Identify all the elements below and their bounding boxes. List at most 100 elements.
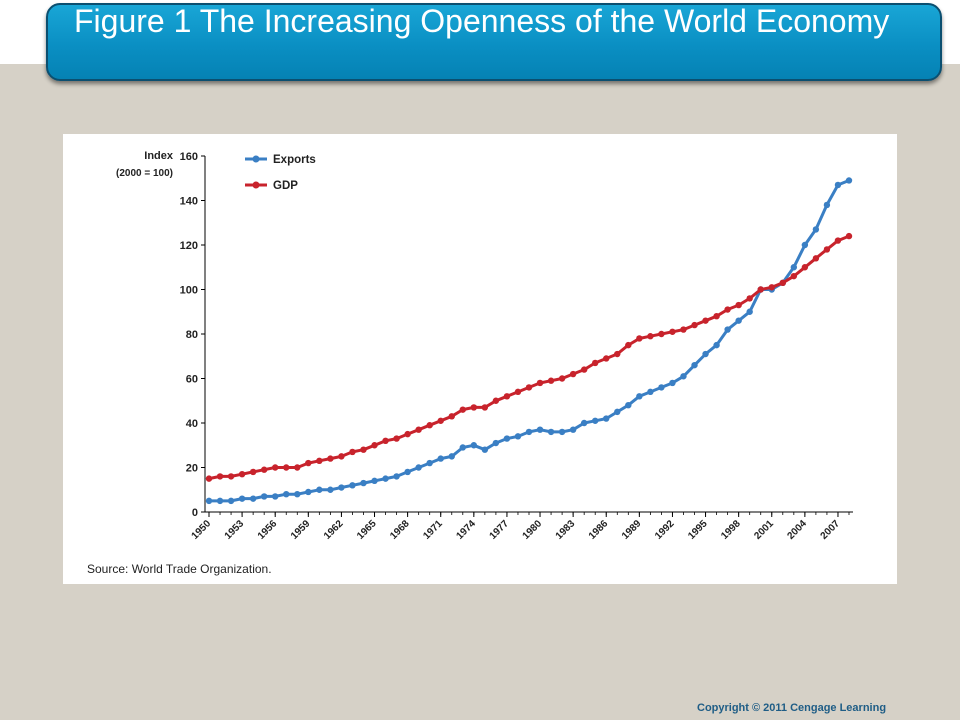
data-point-gdp [669,328,676,335]
data-point-exports [327,486,334,493]
data-point-gdp [238,470,246,478]
data-point-gdp [779,279,786,287]
data-point-exports [305,488,312,496]
data-point-gdp [680,326,687,333]
title-bar [46,3,942,81]
data-point-gdp [338,453,345,460]
legend-label: Exports [273,154,316,166]
data-point-gdp [492,397,500,404]
data-point-exports [746,308,753,315]
x-tick-label: 1998 [719,518,743,542]
data-point-gdp [459,406,466,413]
y-tick-label: 100 [180,285,198,297]
data-point-exports [592,417,599,424]
data-point-gdp [327,455,334,462]
data-point-gdp [834,237,842,244]
x-tick-label: 1992 [653,518,677,542]
data-point-exports [536,426,544,433]
data-point-exports [371,477,378,485]
data-point-exports [702,350,709,358]
data-point-gdp [580,366,588,373]
data-point-exports [316,486,323,493]
x-tick-label: 1959 [289,518,313,542]
y-axis-title: Index [144,150,174,162]
x-tick-label: 1980 [521,518,545,542]
data-point-exports [580,419,588,427]
data-point-gdp [470,404,478,411]
data-point-gdp [249,468,257,476]
data-point-gdp [216,473,224,480]
data-point-gdp [316,457,323,465]
chart-panel: 0 20 40 60 80 100 120 140 160 Index (2000 = 100) 19… [63,134,897,584]
data-point-gdp [845,232,853,240]
data-point-gdp [691,321,698,329]
data-point-gdp [349,448,356,456]
y-tick-label: 140 [180,196,198,208]
data-point-exports [713,341,720,349]
x-tick-label: 1956 [256,518,280,542]
data-point-exports [227,497,235,505]
data-point-gdp [636,335,643,342]
y-tick-label: 40 [186,418,198,430]
x-tick-label: 1995 [686,518,710,542]
data-point-gdp [757,286,764,293]
data-point-exports [691,361,698,369]
data-point-gdp [658,330,665,338]
data-point-exports [426,459,433,467]
x-tick-label: 1986 [587,518,611,542]
data-point-gdp [647,333,654,340]
data-point-exports [614,408,621,416]
data-point-exports [205,497,213,505]
data-point-exports [437,455,444,462]
data-point-gdp [371,442,378,449]
data-point-gdp [536,379,544,387]
data-point-gdp [525,384,533,391]
x-tick-label: 1983 [554,518,578,542]
x-tick-label: 1965 [355,518,379,542]
data-point-gdp [448,413,455,420]
data-point-gdp [514,388,522,396]
x-tick-label: 1962 [322,518,346,542]
data-point-gdp [569,370,577,378]
data-point-exports [338,484,345,491]
x-tick-label: 1989 [620,518,644,542]
data-point-gdp [205,475,213,482]
copyright-notice: Copyright © 2011 Cengage Learning [697,702,887,714]
data-point-exports [360,479,367,487]
data-point-exports [834,181,842,189]
data-point-exports [812,226,820,233]
data-point-exports [669,379,676,387]
data-point-exports [845,177,853,184]
data-point-exports [569,426,577,433]
y-tick-label: 120 [180,240,198,252]
data-point-exports [636,393,643,400]
data-point-gdp [558,375,566,382]
data-point-exports [680,373,687,380]
x-tick-label: 1971 [421,518,445,542]
data-point-gdp [702,317,709,324]
y-axis-subtitle: (2000 = 100) [116,168,173,179]
data-point-gdp [592,359,599,367]
data-point-gdp [790,272,798,280]
chart-source: Source: World Trade Organization. [87,562,272,576]
data-point-exports [514,433,522,440]
data-point-gdp [823,246,831,253]
slide-title: Figure 1 The Increasing Openness of the … [74,3,890,39]
data-point-exports [415,464,422,471]
data-point-gdp [746,295,753,302]
data-point-gdp [426,422,433,429]
data-point-gdp [294,464,301,471]
data-point-exports [525,428,533,436]
data-point-exports [658,384,665,391]
data-point-exports [448,453,455,460]
data-point-exports [216,497,224,505]
data-point-exports [382,475,389,482]
data-point-exports [735,317,742,324]
legend-swatch-marker [252,181,260,189]
data-point-gdp [801,264,809,271]
data-point-gdp [625,341,632,349]
data-point-gdp [481,404,489,411]
x-tick-label: 2007 [819,518,843,542]
data-point-exports [470,442,478,449]
x-tick-label: 1977 [488,518,512,542]
